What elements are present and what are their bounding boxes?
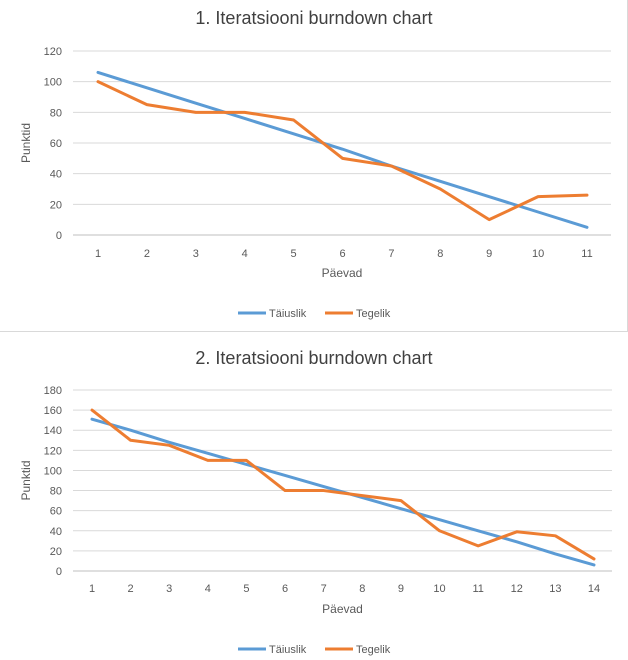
y-tick-label: 80: [50, 486, 62, 498]
x-tick-label: 1: [95, 248, 101, 260]
x-tick-label: 5: [291, 248, 297, 260]
x-tick-label: 7: [321, 583, 327, 595]
legend-label: Täiuslik: [269, 308, 307, 320]
y-tick-label: 20: [50, 546, 62, 558]
chart-panel-2: 2. Iteratsiooni burndown chart 0 20 40 60 80…: [0, 336, 628, 660]
x-tick-label: 2: [128, 583, 134, 595]
y-tick-label: 20: [50, 199, 62, 211]
x-tick-label: 11: [472, 583, 483, 595]
x-tick-label: 6: [339, 248, 345, 260]
y-tick-label: 100: [44, 77, 62, 89]
y-tick-label: 140: [44, 425, 62, 437]
x-tick-label: 4: [242, 248, 248, 260]
legend-label: Tegelik: [356, 644, 391, 656]
chart-panel-1: 1. Iteratsiooni burndown chart 0 20 40 60 80…: [0, 0, 628, 332]
y-tick-label: 0: [56, 566, 62, 578]
legend-label: Täiuslik: [269, 644, 307, 656]
series-line-ideal: [96, 70, 589, 229]
x-tick-label: 3: [166, 583, 172, 595]
x-tick-label: 3: [193, 248, 199, 260]
series-line-actual: [96, 80, 589, 222]
x-tick-label: 9: [486, 248, 492, 260]
y-tick-label: 60: [50, 506, 62, 518]
chart-title: 2. Iteratsiooni burndown chart: [195, 348, 433, 368]
x-tick-label: 14: [588, 583, 600, 595]
y-tick-label: 160: [44, 405, 62, 417]
y-tick-label: 120: [44, 46, 62, 58]
y-tick-label: 180: [44, 385, 62, 397]
chart-svg-1: 0 20 40 60 80 100 120 1 2 3 4 5 6 7 8 9 10 11 Päevad Punkti…: [19, 46, 611, 320]
y-axis-title: Punktid: [19, 460, 33, 500]
series-line-actual: [90, 408, 596, 561]
y-tick-label: 120: [44, 445, 62, 457]
x-tick-label: 12: [511, 583, 523, 595]
x-tick-label: 10: [433, 583, 445, 595]
x-tick-label: 6: [282, 583, 288, 595]
x-tick-label: 9: [398, 583, 404, 595]
y-axis-title: Punktid: [19, 123, 33, 163]
x-axis-title: Päevad: [322, 266, 363, 280]
x-tick-label: 5: [243, 583, 249, 595]
x-axis-title: Päevad: [322, 602, 363, 616]
legend-label: Tegelik: [356, 308, 391, 320]
y-tick-label: 0: [56, 230, 62, 242]
x-tick-label: 2: [144, 248, 150, 260]
y-tick-label: 60: [50, 138, 62, 150]
x-tick-label: 10: [532, 248, 544, 260]
x-tick-label: 13: [549, 583, 561, 595]
y-tick-label: 40: [50, 169, 62, 181]
y-tick-label: 40: [50, 526, 62, 538]
x-tick-label: 11: [581, 248, 592, 260]
x-tick-label: 4: [205, 583, 211, 595]
x-tick-label: 8: [437, 248, 443, 260]
x-tick-label: 1: [89, 583, 95, 595]
y-tick-label: 80: [50, 107, 62, 119]
y-tick-label: 100: [44, 465, 62, 477]
x-tick-label: 7: [388, 248, 394, 260]
x-tick-label: 8: [359, 583, 365, 595]
chart-title: 1. Iteratsiooni burndown chart: [195, 8, 433, 28]
